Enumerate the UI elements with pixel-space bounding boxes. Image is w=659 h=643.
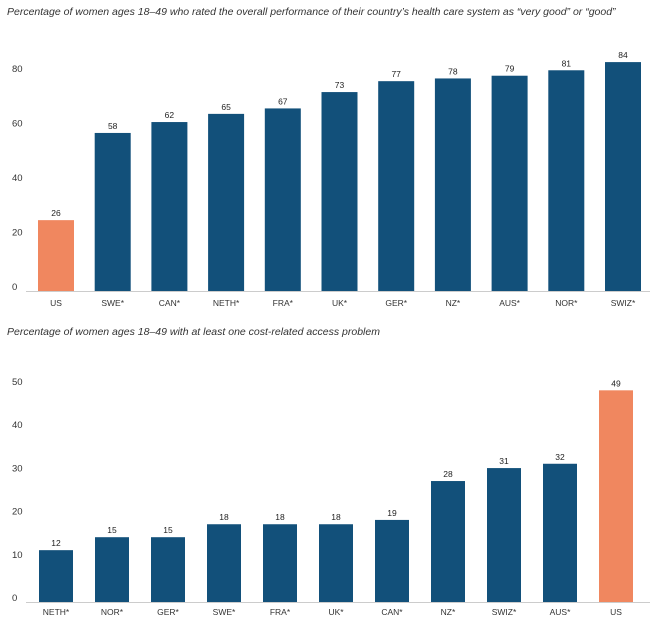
bar-value-label: 31	[499, 456, 509, 466]
category-label: GER*	[157, 607, 179, 617]
category-label: SWIZ*	[492, 607, 517, 617]
y-tick-label: 10	[12, 550, 23, 561]
bar-value-label: 26	[51, 208, 61, 218]
chart-1-health-system-rating: 0 20 40 60 80 26 US 58 SWE* 62 CAN* 65 NETH* 67 FRA* 73…	[12, 50, 650, 308]
bar-value-label: 12	[51, 538, 61, 548]
category-label: GER*	[385, 298, 407, 308]
bar-neth	[39, 550, 73, 602]
bar-uk	[319, 524, 353, 602]
bar-us	[38, 220, 74, 291]
bar-value-label: 78	[448, 66, 458, 76]
y-tick-label: 80	[12, 64, 23, 75]
category-label: NZ*	[441, 607, 456, 617]
bar-value-label: 15	[163, 525, 173, 535]
bar-value-label: 58	[108, 121, 118, 131]
y-tick-label: 20	[12, 228, 23, 239]
bar-value-label: 62	[165, 110, 175, 120]
bar-aus	[491, 75, 528, 291]
y-tick-label: 40	[12, 173, 23, 184]
bar-value-label: 18	[275, 512, 285, 522]
category-label: FRA*	[270, 607, 291, 617]
category-label: CAN*	[159, 298, 181, 308]
bar-uk	[321, 92, 358, 291]
category-label: NETH*	[213, 298, 240, 308]
chart-1-title: Percentage of women ages 18–49 who rated…	[7, 6, 616, 18]
bar-can	[375, 519, 409, 602]
bar-value-label: 15	[107, 525, 117, 535]
bar-fra	[263, 524, 297, 602]
category-label: SWE*	[213, 607, 236, 617]
category-label: CAN*	[381, 607, 403, 617]
bar-value-label: 79	[505, 64, 515, 74]
y-tick-label: 20	[12, 507, 23, 518]
category-label: US	[50, 298, 62, 308]
bar-fra	[264, 108, 301, 291]
bar-value-label: 18	[331, 512, 341, 522]
bar-us	[599, 390, 633, 602]
category-label: US	[610, 607, 622, 617]
bar-nz	[431, 481, 465, 602]
chart-2-title: Percentage of women ages 18–49 with at l…	[7, 326, 380, 338]
bar-nor	[95, 537, 129, 602]
y-tick-label: 0	[12, 593, 17, 604]
bar-neth	[208, 113, 245, 291]
bar-swiz	[487, 468, 521, 602]
y-tick-label: 0	[12, 282, 17, 293]
bar-value-label: 49	[611, 378, 621, 388]
bar-value-label: 65	[221, 102, 231, 112]
category-label: NOR*	[555, 298, 578, 308]
category-label: NZ*	[446, 298, 461, 308]
category-label: AUS*	[550, 607, 571, 617]
bar-value-label: 19	[387, 508, 397, 518]
bar-aus	[543, 463, 577, 602]
bar-value-label: 77	[391, 69, 401, 79]
bar-value-label: 67	[278, 96, 288, 106]
y-tick-label: 40	[12, 420, 23, 431]
bar-ger	[151, 537, 185, 602]
y-tick-label: 30	[12, 463, 23, 474]
category-label: NOR*	[101, 607, 124, 617]
bar-swiz	[605, 62, 641, 291]
bar-nz	[434, 78, 471, 291]
bar-value-label: 81	[562, 58, 572, 68]
y-tick-label: 50	[12, 377, 23, 388]
y-tick-label: 60	[12, 119, 23, 130]
bar-ger	[378, 81, 415, 291]
category-label: SWIZ*	[611, 298, 636, 308]
bar-swe	[207, 524, 241, 602]
category-label: SWE*	[101, 298, 124, 308]
category-label: FRA*	[273, 298, 294, 308]
bar-value-label: 84	[618, 50, 628, 60]
category-label: UK*	[332, 298, 348, 308]
bar-swe	[94, 132, 131, 291]
category-label: NETH*	[43, 607, 70, 617]
bar-value-label: 28	[443, 469, 453, 479]
bar-can	[151, 122, 188, 291]
bar-value-label: 18	[219, 512, 229, 522]
category-label: UK*	[328, 607, 344, 617]
category-label: AUS*	[499, 298, 520, 308]
bar-value-label: 73	[335, 80, 345, 90]
bar-value-label: 32	[555, 452, 565, 462]
bar-nor	[548, 70, 585, 292]
